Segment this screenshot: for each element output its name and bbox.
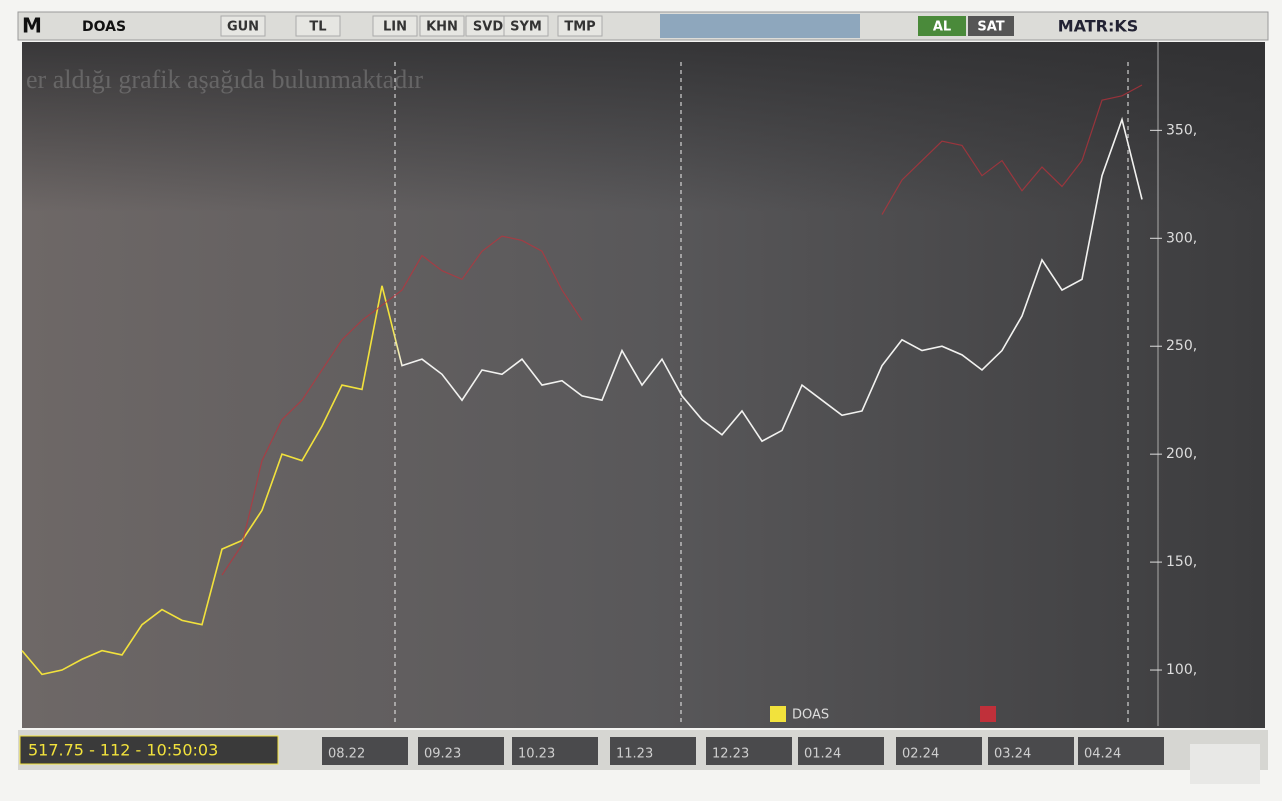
- toolbar-button-label[interactable]: GUN: [227, 20, 259, 35]
- time-label-box: [706, 737, 792, 765]
- y-tick-label: 300,: [1166, 230, 1197, 246]
- series-line: [881, 84, 1143, 215]
- y-tick-label: 350,: [1166, 122, 1197, 138]
- toolbar-button-label[interactable]: TMP: [564, 20, 595, 35]
- series-line: [221, 235, 583, 576]
- time-label-box: [512, 737, 598, 765]
- toolbar-button[interactable]: [372, 15, 418, 37]
- y-tick-label: 250,: [1166, 338, 1197, 354]
- time-label: 02.24: [902, 747, 939, 762]
- symbol-field[interactable]: DOAS: [82, 19, 126, 35]
- time-label: 11.23: [616, 747, 653, 762]
- time-label-box: [322, 737, 408, 765]
- time-label: 04.24: [1084, 747, 1121, 762]
- toolbar-button-label[interactable]: TL: [309, 20, 326, 35]
- legend-label: DOAS: [792, 708, 829, 723]
- time-label: 08.22: [328, 747, 365, 762]
- time-label: 01.24: [804, 747, 841, 762]
- legend-swatch: [770, 706, 786, 722]
- toolbar-button-label[interactable]: SVD: [473, 20, 503, 35]
- time-label-box: [798, 737, 884, 765]
- toolbar-button[interactable]: [220, 15, 266, 37]
- status-box: [19, 735, 279, 765]
- al-label[interactable]: AL: [933, 20, 951, 35]
- series-line: [21, 116, 1143, 676]
- toolbar-button-label[interactable]: LIN: [383, 20, 407, 35]
- time-label-box: [896, 737, 982, 765]
- y-tick-label: 150,: [1166, 554, 1197, 570]
- brand: MATR:KS: [1058, 17, 1139, 36]
- toolbar-button-label[interactable]: SYM: [510, 20, 542, 35]
- chart-top-shade: [22, 42, 1265, 212]
- time-label-box: [418, 737, 504, 765]
- time-label-box: [610, 737, 696, 765]
- time-label: 12.23: [712, 747, 749, 762]
- sat-label[interactable]: SAT: [977, 20, 1004, 35]
- markers: [394, 62, 1129, 726]
- toolbar-button-label[interactable]: KHN: [426, 20, 458, 35]
- nav-buttons[interactable]: [1190, 744, 1260, 784]
- time-label: 09.23: [424, 747, 461, 762]
- toolbar-button[interactable]: [503, 15, 549, 37]
- toolbar-button[interactable]: [557, 15, 603, 37]
- time-label: 10.23: [518, 747, 555, 762]
- toolbar-blank: [660, 14, 860, 38]
- time-label-box: [988, 737, 1074, 765]
- al-button[interactable]: [918, 16, 966, 36]
- logo: M: [22, 14, 42, 38]
- y-tick-label: 200,: [1166, 446, 1197, 462]
- toolbar-button[interactable]: [419, 15, 465, 37]
- show-through-text: er aldığı grafik aşağıda bulunmaktadır: [26, 65, 423, 94]
- sat-button[interactable]: [968, 16, 1014, 36]
- status-text: 517.75 - 112 - 10:50:03: [28, 741, 218, 760]
- legend-swatch: [980, 706, 996, 722]
- time-label: 03.24: [994, 747, 1031, 762]
- time-label-box: [1078, 737, 1164, 765]
- toolbar-button[interactable]: [295, 15, 341, 37]
- y-tick-label: 100,: [1166, 662, 1197, 678]
